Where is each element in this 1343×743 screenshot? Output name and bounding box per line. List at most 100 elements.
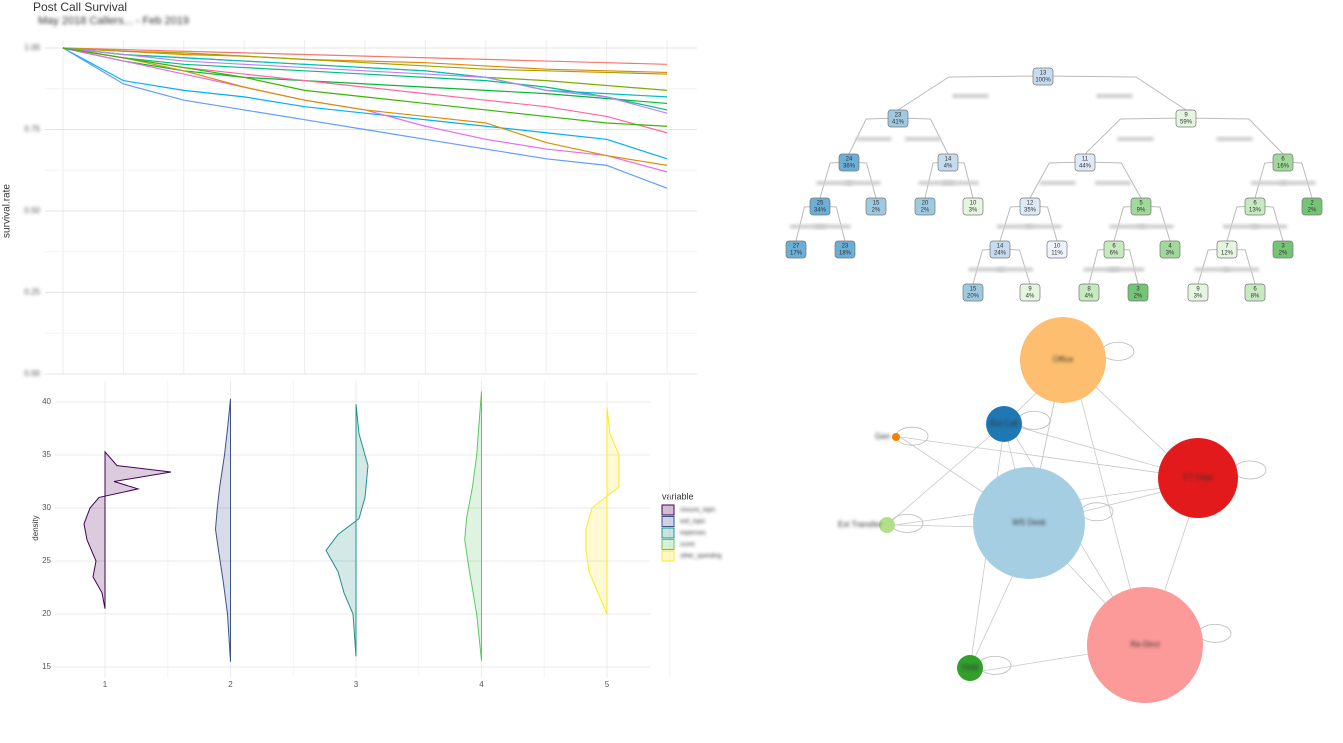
edge-label-blur [844,181,881,185]
network-node [1158,438,1238,518]
tree-node [1244,283,1266,302]
edge-label-blur [1109,224,1146,229]
edge-label-blur [952,94,989,98]
node-percent: 36% [843,164,856,170]
legend-label: exit_topic [680,519,705,525]
node-percent: 13% [1249,208,1262,214]
node-percent: 2% [872,208,881,214]
node-percent: 4% [1085,294,1094,300]
y-tick-label: 0.25 [24,288,40,297]
tree-node [1187,283,1209,302]
y-tick-label: 1.00 [24,43,40,52]
survival-line [62,47,668,127]
edge-label-blur [1095,181,1131,185]
edge-label-blur [1251,181,1287,185]
node-percent: 35% [1024,208,1037,214]
node-percent: 2% [921,208,930,214]
node-value: 20 [922,201,929,207]
node-value: 13 [1040,71,1047,77]
edge-label-blur [968,267,1005,272]
node-value: 24 [846,157,853,163]
survival-line [62,47,668,98]
node-value: 6 [1112,244,1116,250]
node-label: Hold [962,663,978,672]
survival-line [62,47,668,65]
x-tick-label: 2 [228,680,233,689]
node-value: 27 [793,244,800,250]
node-value: 8 [1087,287,1091,293]
node-percent: 41% [892,120,905,126]
edge-label-blur [942,181,979,185]
legend-swatch [661,550,675,562]
node-value: 2 [1310,201,1314,207]
tree-node [834,240,856,259]
node-value: 3 [1136,287,1140,293]
x-tick-label: 5 [605,680,610,689]
tree-node [1046,240,1068,259]
edge-label-blur [918,181,955,185]
node-percent: 24% [994,251,1007,257]
edge-label-blur [814,224,851,229]
y-tick-label: 35 [42,450,51,459]
network-edge [886,423,1005,526]
network-node [1020,317,1106,403]
edge-label-blur [1223,267,1259,272]
node-percent: 8% [1251,294,1260,300]
tree-node [989,240,1011,259]
edge-label-blur [1251,224,1287,229]
edge-label-blur [816,181,853,185]
legend-label: closure_topic [680,508,715,514]
tree-edge [897,117,949,155]
tree-node [962,283,984,302]
network-node [957,655,983,681]
y-tick-label: 30 [42,503,51,512]
node-percent: 12% [1221,251,1234,257]
legend-label: score [680,542,695,548]
node-percent: 2% [1134,294,1143,300]
survival-line [62,47,668,111]
node-percent: 16% [1277,164,1290,170]
survival-line [62,47,668,160]
network-edge [899,436,1199,479]
edge-label-blur [790,224,826,229]
network-node [986,406,1022,442]
tree-node [1301,197,1323,216]
node-percent: 4% [944,164,953,170]
tree-edge [897,75,1044,111]
tree-node [1272,153,1294,172]
chart-title: Post Call Survival [33,0,127,14]
node-value: 10 [970,201,977,207]
node-label: Gen [875,432,890,441]
edge-label-blur [855,137,892,141]
y-tick-label: 20 [42,609,51,618]
edge-label-blur [997,224,1033,229]
node-percent: 9% [1137,208,1146,214]
y-tick-label: 0.75 [24,125,40,134]
node-value: 6 [1253,201,1257,207]
node-percent: 6% [1110,251,1119,257]
network-node [973,467,1085,579]
tree-edge [1084,117,1187,155]
x-tick-label: 4 [479,680,484,689]
x-tick-label: 1 [103,680,108,689]
node-percent: 20% [967,294,980,300]
survival-line [62,47,668,166]
node-label: Office [1053,355,1074,364]
node-label: FT Dept [1184,473,1214,482]
violin [464,391,482,661]
tree-node [785,240,807,259]
y-tick-label: 0.50 [24,206,40,215]
legend-label: expenses [680,531,706,537]
tree-edge [1185,117,1284,155]
edge-label-blur [1096,94,1133,98]
legend-swatch [661,527,675,539]
edge-label-blur [905,137,941,141]
tree-node [1074,153,1096,172]
chart-subtitle: May 2018 Callers... - Feb 2019 [38,15,189,27]
node-value: 25 [817,201,824,207]
survival-line [62,47,668,189]
node-value: 23 [842,244,849,250]
node-percent: 34% [814,208,827,214]
node-percent: 100% [1035,78,1051,84]
